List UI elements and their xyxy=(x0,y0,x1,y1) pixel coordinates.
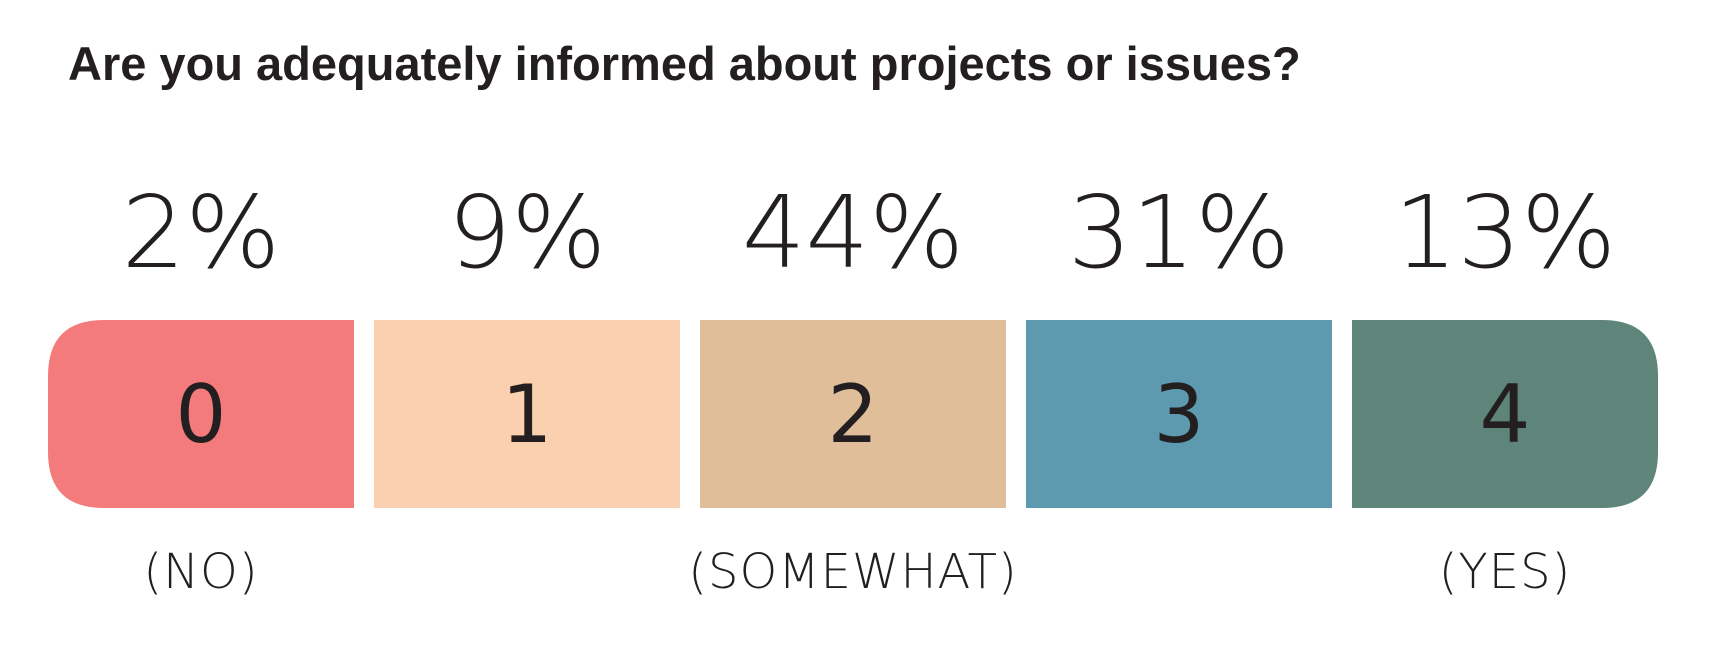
category-label-0: 0 xyxy=(176,368,227,461)
category-label-1: 1 xyxy=(502,368,553,461)
anchor-label-2: (SOMEWHAT) xyxy=(688,544,1017,600)
segment-4 xyxy=(1352,320,1658,508)
percentage-label-0: 2% xyxy=(122,174,281,291)
chart-title: Are you adequately informed about projec… xyxy=(68,37,1301,90)
percentage-labels: 2% 9% 44% 31% 13% xyxy=(122,174,1616,291)
category-label-3: 3 xyxy=(1154,368,1205,461)
scale-segments xyxy=(48,320,1658,508)
anchor-labels: (NO) (SOMEWHAT) (YES) xyxy=(143,544,1572,600)
category-labels: 0 1 2 3 4 xyxy=(176,368,1531,461)
anchor-label-0: (NO) xyxy=(143,544,258,600)
category-label-4: 4 xyxy=(1480,368,1531,461)
segment-1 xyxy=(374,320,680,508)
category-label-2: 2 xyxy=(828,368,879,461)
percentage-label-1: 9% xyxy=(448,174,607,291)
percentage-label-4: 13% xyxy=(1394,174,1616,291)
percentage-label-2: 44% xyxy=(742,174,964,291)
segment-2 xyxy=(700,320,1006,508)
anchor-label-4: (YES) xyxy=(1439,544,1572,600)
segment-0 xyxy=(48,320,354,508)
percentage-label-3: 31% xyxy=(1068,174,1290,291)
segment-3 xyxy=(1026,320,1332,508)
